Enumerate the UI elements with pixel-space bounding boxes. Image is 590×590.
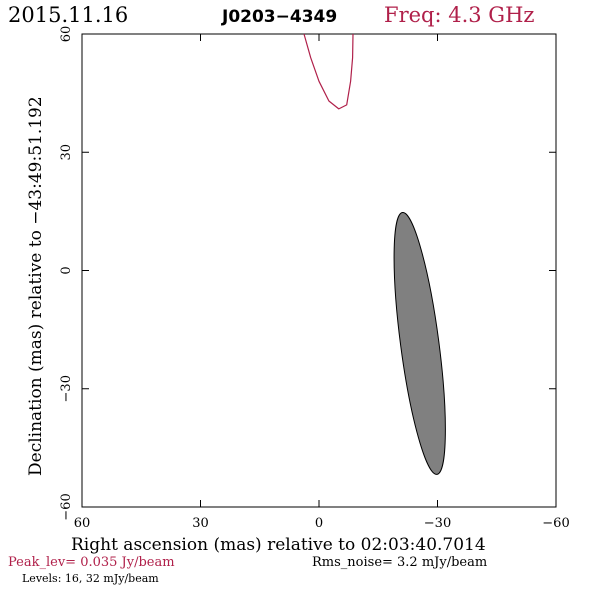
contour-levels: Levels: 16, 32 mJy/beam bbox=[22, 572, 159, 585]
y-axis-title: Declination (mas) relative to −43:49:51.… bbox=[26, 96, 46, 476]
axis-ticks bbox=[81, 33, 557, 508]
observation-date: 2015.11.16 bbox=[8, 3, 128, 27]
y-tick-label: 60 bbox=[59, 26, 74, 43]
x-axis-title: Right ascension (mas) relative to 02:03:… bbox=[71, 535, 486, 555]
y-tick-label: −30 bbox=[59, 375, 74, 402]
x-tick-label: −30 bbox=[424, 516, 451, 531]
rms-noise: Rms_noise= 3.2 mJy/beam bbox=[312, 555, 487, 570]
x-tick-label: 0 bbox=[315, 516, 323, 531]
frequency-label: Freq: 4.3 GHz bbox=[384, 3, 534, 27]
x-tick-label: −60 bbox=[542, 516, 569, 531]
y-tick-label: −60 bbox=[59, 493, 74, 520]
x-tick-labels: 60 30 0 −30 −60 bbox=[74, 516, 570, 531]
x-tick-label: 30 bbox=[192, 516, 209, 531]
beam-ellipse bbox=[393, 211, 446, 475]
peak-level: Peak_lev= 0.035 Jy/beam bbox=[8, 555, 175, 570]
y-tick-label: 30 bbox=[59, 144, 74, 161]
plot-frame bbox=[81, 33, 557, 508]
y-tick-label: 0 bbox=[59, 266, 74, 274]
x-tick-label: 60 bbox=[74, 516, 91, 531]
plot-marks bbox=[303, 33, 446, 475]
contour-line bbox=[303, 33, 354, 110]
source-name: J0203−4349 bbox=[221, 7, 337, 27]
y-tick-labels: −60 −30 0 30 60 bbox=[59, 26, 74, 521]
